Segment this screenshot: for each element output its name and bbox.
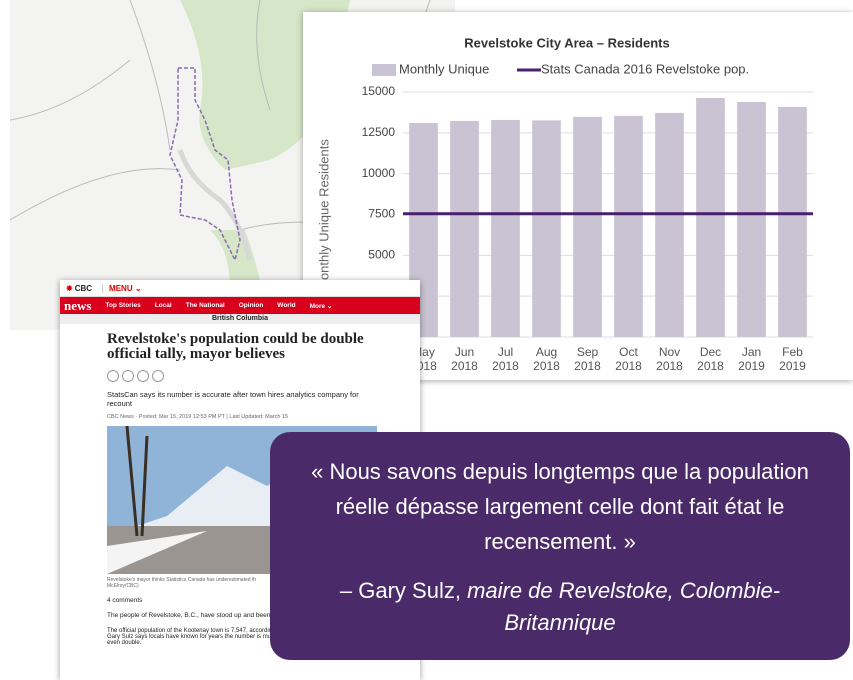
bar: [532, 120, 561, 337]
share-icon[interactable]: [107, 370, 119, 382]
caption: Revelstoke's mayor thinks Statistics Can…: [107, 577, 257, 583]
legend-label: Monthly Unique: [399, 61, 489, 76]
paragraph: The people of Revelstoke, B.C., have sto…: [107, 612, 283, 619]
top-bar: ✸ CBC MENU ⌄: [60, 280, 420, 297]
logo: CBC: [74, 283, 93, 293]
snow: [107, 531, 207, 574]
paragraph: The official population of the Kootenay …: [107, 628, 283, 634]
headline: Revelstoke's population could be double …: [107, 331, 364, 362]
river: [177, 149, 253, 261]
menu[interactable]: MENU ⌄: [102, 283, 142, 293]
paragraph: Gary Sulz says locals have known for yea…: [107, 634, 352, 640]
attribution-role: maire de Revelstoke, Colombie-Britanniqu…: [467, 578, 781, 635]
paragraph: even double.: [107, 640, 142, 646]
tree: [125, 426, 149, 537]
y-tick-label: 12500: [362, 125, 396, 139]
bar: [450, 120, 479, 337]
x-tick-label: Oct 2018: [615, 345, 642, 373]
nav-item[interactable]: More ⌄: [309, 302, 333, 310]
share-icon[interactable]: [137, 370, 149, 382]
bar: [655, 112, 684, 337]
x-tick-label: Jan 2019: [738, 345, 765, 373]
chart-title: Revelstoke City Area – Residents: [464, 35, 669, 50]
attribution: – Gary Sulz, maire de Revelstoke, Colomb…: [310, 575, 810, 639]
logo-icon: ✸: [66, 283, 73, 293]
bar: [737, 101, 766, 337]
subhead: StatsCan says its number is accurate aft…: [107, 390, 359, 408]
x-tick-label: Sep 2018: [574, 345, 601, 373]
city-boundary: [169, 67, 241, 263]
legend-swatch: [372, 64, 396, 76]
nav-bar: news Top Stories Local The National Opinion W…: [60, 297, 420, 314]
quote-text: « Nous savons depuis longtemps que la po…: [311, 459, 809, 554]
y-tick-label: 15000: [362, 84, 396, 98]
bar: [778, 106, 807, 337]
x-tick-label: Dec 2018: [697, 345, 724, 373]
y-axis-label: Monthly Unique Residents: [316, 139, 331, 291]
x-tick-label: Aug 2018: [533, 345, 560, 373]
bar: [696, 98, 725, 337]
x-tick-label: Nov 2018: [656, 345, 683, 373]
y-tick-label: 10000: [362, 166, 396, 180]
attribution-name: – Gary Sulz,: [339, 578, 468, 603]
bar: [491, 119, 520, 338]
quote-box: « Nous savons depuis longtemps que la po…: [270, 432, 850, 660]
x-tick-label: Feb 2019: [779, 345, 806, 373]
nav-item[interactable]: Opinion: [238, 302, 264, 309]
bar: [614, 115, 643, 337]
share-icon[interactable]: [122, 370, 134, 382]
x-tick-label: Jun 2018: [451, 345, 478, 373]
nav-item[interactable]: Local: [154, 302, 172, 309]
brand: news: [64, 297, 92, 313]
y-tick-label: 7500: [368, 207, 395, 221]
x-tick-label: Jul 2018: [492, 345, 519, 373]
nav-item[interactable]: The National: [185, 302, 225, 309]
share-icon[interactable]: [152, 370, 164, 382]
nav-item[interactable]: Top Stories: [105, 302, 141, 309]
nav-item[interactable]: World: [277, 302, 296, 309]
comments[interactable]: 4 comments: [107, 597, 143, 604]
caption: McElroy/CBC): [107, 583, 139, 589]
region: British Columbia: [60, 314, 420, 324]
byline: CBC News · Posted: Mar 15, 2019 12:53 PM…: [107, 414, 289, 420]
y-tick-label: 5000: [368, 248, 395, 262]
bar: [573, 116, 602, 338]
legend-label: Stats Canada 2016 Revelstoke pop.: [541, 61, 749, 76]
share: [107, 370, 374, 382]
